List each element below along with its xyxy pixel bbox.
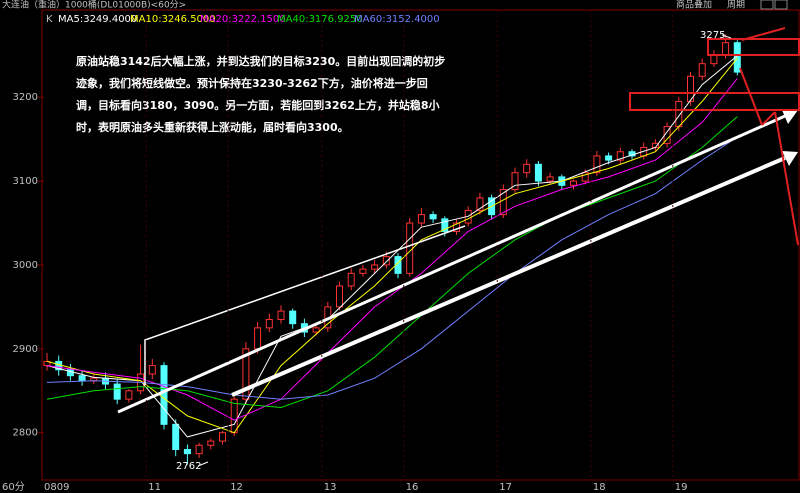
highlight-box	[629, 92, 800, 111]
trend-arrow	[231, 156, 786, 397]
highlight-box	[707, 38, 800, 56]
button[interactable]: 商品叠加	[676, 0, 712, 11]
candle-body	[687, 75, 694, 102]
candle-body	[570, 180, 577, 186]
candle-body	[230, 398, 238, 434]
candle-body	[534, 163, 542, 182]
x-tick-label: 18	[593, 482, 606, 493]
candle-body	[394, 256, 402, 274]
window-button[interactable]	[760, 0, 774, 10]
candle-body	[593, 155, 601, 174]
candle-body	[546, 176, 554, 182]
candle-body	[382, 256, 390, 266]
candle-body	[605, 155, 613, 161]
legend-entry: MA5:3249.4000	[58, 14, 137, 25]
ma-line	[46, 116, 738, 409]
candle-body	[265, 318, 273, 329]
k-label: K	[46, 14, 53, 25]
x-tick-label: 19	[675, 482, 688, 493]
annotation-line: 调，目标看向3180，3090。另一方面，若能回到3262上方，并站稳8小	[76, 98, 440, 112]
drawings: 3275 2762	[117, 27, 800, 472]
x-tick-label: 17	[499, 482, 512, 493]
candle-body	[254, 327, 262, 350]
high-label: 3275	[700, 30, 725, 41]
label-pointer	[197, 461, 209, 467]
candle-body	[441, 218, 449, 232]
candle-body	[336, 285, 343, 308]
candle-body	[722, 42, 730, 56]
button[interactable]: 周期	[727, 0, 745, 11]
y-tick-label: 3100	[13, 176, 38, 187]
y-tick-label: 2900	[13, 344, 38, 355]
candle-body	[429, 214, 437, 220]
arrow-head	[782, 151, 798, 166]
legend-entry: MA10:3246.5000	[130, 14, 216, 25]
arrow-head	[782, 110, 798, 124]
y-tick-label: 2800	[13, 428, 38, 439]
candle-body	[616, 151, 624, 161]
candle-body	[359, 268, 367, 274]
label-pointer	[721, 34, 732, 39]
candle-body	[511, 172, 519, 190]
candle-body	[160, 365, 168, 425]
candle-body	[172, 423, 180, 450]
header: 大连油（重油）1000桶(DL01000B)<60分>	[2, 0, 186, 11]
candle-body	[289, 310, 297, 325]
x-tick-label: 0809	[44, 482, 69, 493]
trend-arrow	[117, 114, 786, 414]
annotation-line: 时，表明原油多头重新获得上涨动能，届时看向3300。	[76, 120, 349, 134]
candle-body	[663, 126, 671, 144]
candle-body	[347, 272, 355, 287]
candle-body	[277, 310, 285, 320]
candle-body	[113, 383, 121, 400]
candle-body	[698, 63, 706, 77]
candle-body	[371, 264, 379, 270]
candle-body	[476, 197, 484, 211]
candle-body	[125, 390, 133, 400]
candle-body	[406, 222, 414, 274]
x-tick-label: 16	[406, 482, 419, 493]
period-label: 60分	[2, 481, 25, 493]
candle-body	[219, 432, 226, 442]
candle-body	[417, 214, 425, 224]
candle-body	[242, 348, 250, 400]
red-arrow	[761, 111, 776, 126]
red-arrow	[741, 27, 786, 41]
y-tick-label: 3000	[13, 260, 38, 271]
x-tick-label: 13	[324, 482, 337, 493]
legend-entry: MA40:3176.9250	[277, 14, 363, 25]
ma-line	[46, 136, 738, 400]
candle-body	[733, 42, 741, 73]
ma-line	[46, 57, 738, 434]
candle-body	[207, 440, 215, 446]
low-label: 2762	[176, 461, 201, 472]
annotation-line: 原油站稳3142后大幅上涨，并到达我们的目标3230。目前出现回调的初步	[76, 54, 445, 68]
channel-line	[144, 225, 466, 385]
candle-body	[710, 54, 718, 65]
window-button[interactable]	[774, 0, 788, 10]
y-tick-label: 3200	[13, 92, 38, 103]
ma-line	[46, 78, 738, 421]
legend-entry: MA60:3152.4000	[354, 14, 440, 25]
plot-frame	[41, 9, 800, 481]
candle-body	[581, 172, 589, 182]
candle-body	[195, 444, 203, 455]
candle-body	[148, 365, 156, 375]
candle-body	[78, 375, 86, 382]
candle-body	[183, 448, 191, 455]
annotation-line: 迹象，我们将短线做空。预计保持在3230-3262下方，油价将进一步回	[76, 76, 428, 90]
ma-line	[46, 55, 738, 438]
legend-entry: MA20:3222.1500	[200, 14, 286, 25]
red-arrow	[739, 67, 763, 126]
candle-body	[523, 163, 531, 174]
candle-body	[312, 327, 320, 333]
red-arrow	[774, 111, 799, 246]
x-tick-label: 12	[230, 482, 243, 493]
annotation: 原油站稳3142后大幅上涨，并到达我们的目标3230。目前出现回调的初步 迹象，…	[76, 54, 445, 134]
x-tick-label: 11	[148, 482, 161, 493]
